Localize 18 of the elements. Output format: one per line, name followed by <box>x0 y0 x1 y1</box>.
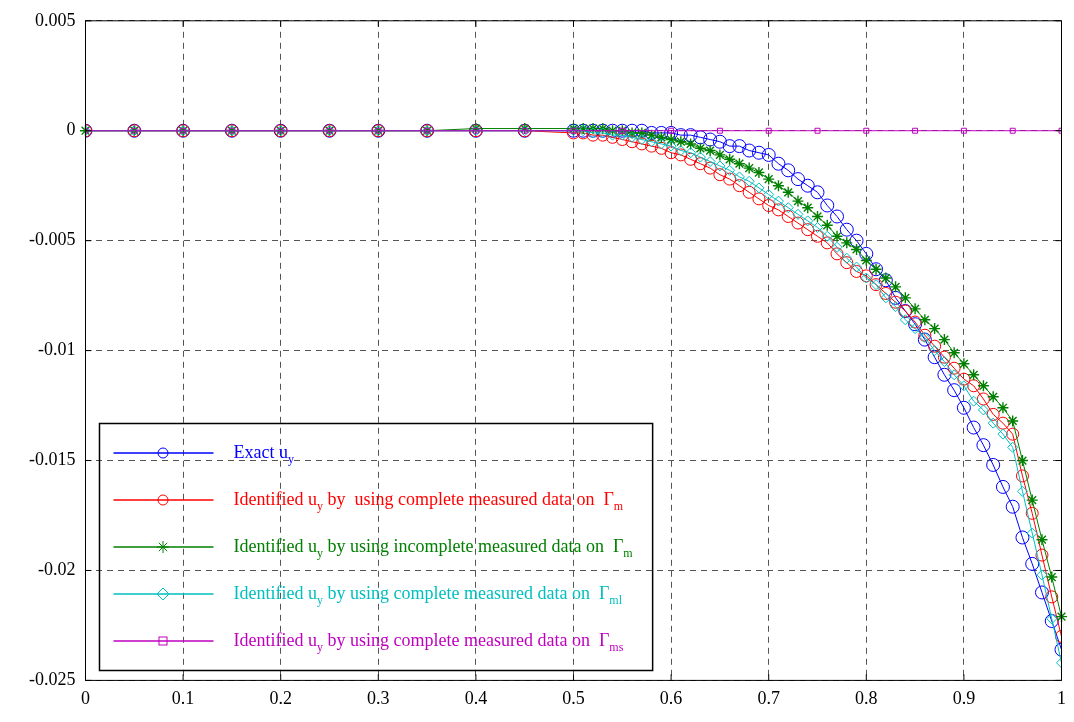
x-tick-label: 0.6 <box>659 687 683 708</box>
x-tick-label: 1 <box>1057 687 1066 708</box>
x-tick-label: 0 <box>80 687 90 708</box>
y-tick-label: -0.015 <box>28 449 76 470</box>
x-tick-label: 0.5 <box>562 687 585 708</box>
x-tick-label: 0.9 <box>952 687 976 708</box>
x-tick-label: 0.2 <box>269 687 292 708</box>
y-tick-label: 0 <box>66 119 76 140</box>
y-tick-label: -0.02 <box>37 559 76 580</box>
y-tick-label: -0.025 <box>28 669 76 690</box>
y-tick-label: -0.01 <box>37 339 76 360</box>
y-tick-label: 0.005 <box>34 9 76 30</box>
x-tick-label: 0.4 <box>464 687 488 708</box>
x-tick-label: 0.1 <box>171 687 195 708</box>
x-tick-label: 0.8 <box>855 687 878 708</box>
x-tick-label: 0.3 <box>367 687 390 708</box>
x-tick-label: 0.7 <box>757 687 780 708</box>
y-tick-label: -0.005 <box>28 229 76 250</box>
